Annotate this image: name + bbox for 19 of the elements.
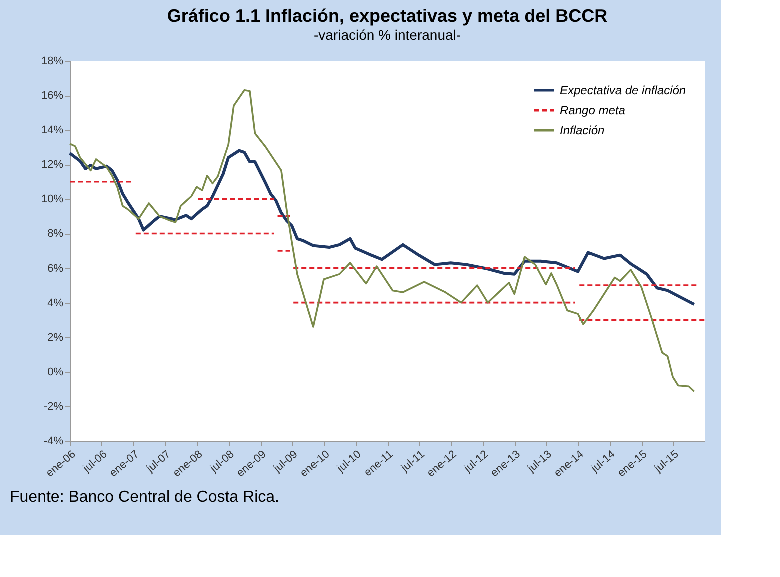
y-tick-label: 18% — [41, 56, 64, 68]
y-tick-label: 4% — [48, 297, 64, 310]
chart-title: Gráfico 1.1 Inflación, expectativas y meta del BCCR — [167, 6, 608, 26]
y-tick-label: 12% — [41, 159, 64, 172]
chart-subtitle: -variación % interanual- — [314, 27, 462, 43]
line-series — [68, 149, 696, 306]
y-tick-label: -2% — [44, 400, 64, 413]
y-tick-label: 0% — [48, 366, 64, 378]
legend-label: Rango meta — [560, 104, 626, 118]
y-tick-label: 8% — [48, 228, 64, 240]
y-tick-label: 2% — [48, 332, 64, 344]
y-tick-label: 14% — [41, 124, 64, 137]
source-note: Fuente: Banco Central de Costa Rica. — [10, 489, 280, 506]
y-tick-label: 6% — [48, 262, 64, 275]
legend-label: Expectativa de inflación — [560, 84, 686, 98]
legend-label: Inflación — [560, 124, 606, 138]
y-tick-label: 16% — [41, 90, 64, 102]
y-tick-label: 10% — [41, 194, 64, 206]
y-tick-label: -4% — [44, 436, 64, 448]
